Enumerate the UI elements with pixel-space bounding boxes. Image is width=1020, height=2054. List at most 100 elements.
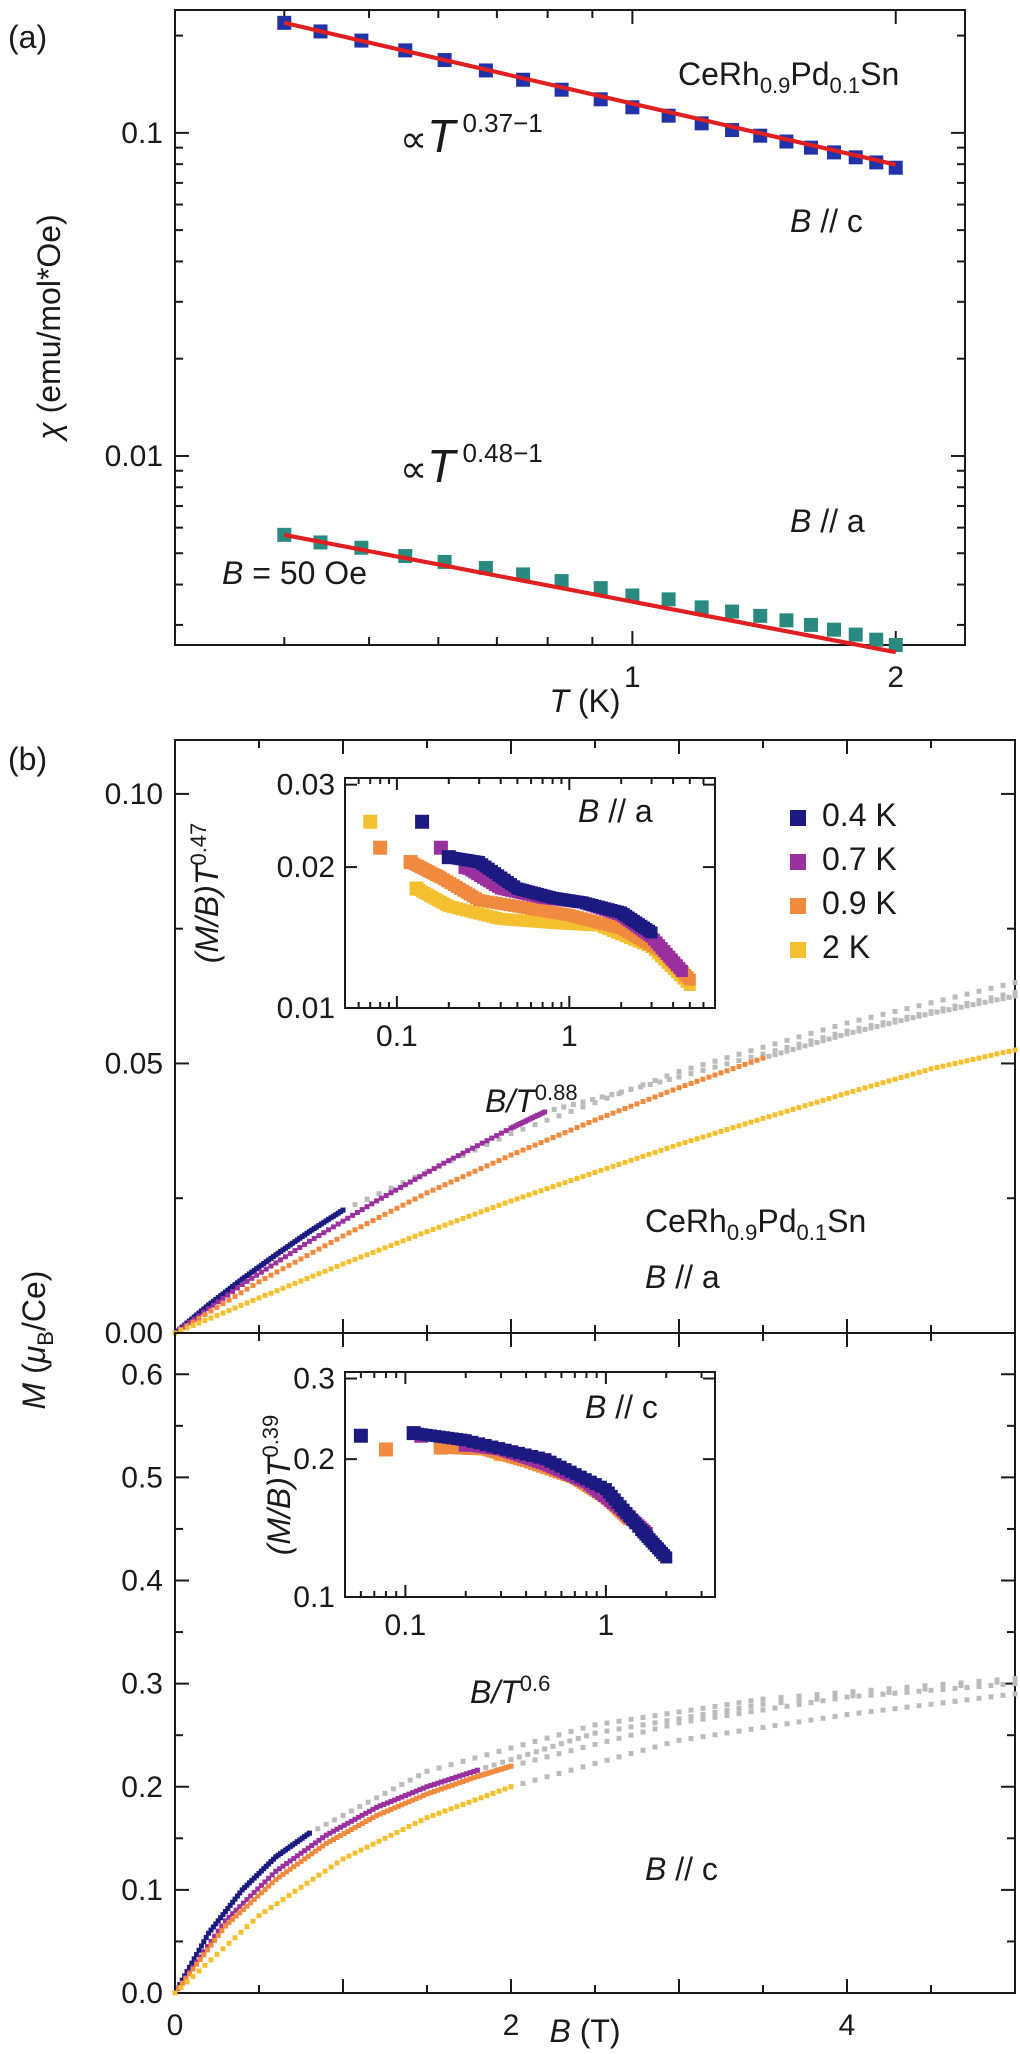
data-point	[700, 1067, 706, 1073]
panel-b-ylabel: M (μB/Ce)	[16, 1271, 58, 1410]
data-point	[994, 1051, 1000, 1057]
data-point	[364, 1196, 370, 1202]
data-point	[922, 1012, 928, 1018]
data-point	[700, 1076, 706, 1082]
data-point	[886, 1686, 892, 1692]
data-point	[269, 1880, 275, 1886]
data-point	[660, 1551, 673, 1564]
data-point	[568, 1767, 574, 1773]
data-point	[760, 1724, 766, 1730]
data-point	[778, 1695, 784, 1701]
data-point	[474, 1767, 480, 1773]
data-point	[472, 1797, 478, 1803]
data-point	[179, 1977, 185, 1983]
data-point	[712, 1710, 718, 1715]
data-point	[226, 1940, 232, 1946]
panel-b-dir-c: B // c	[645, 1851, 718, 1887]
data-point	[598, 1167, 604, 1173]
data-point	[357, 1804, 363, 1810]
data-point	[269, 1872, 275, 1878]
data-point	[478, 1209, 484, 1215]
y-tick-label: 0.10	[105, 778, 163, 811]
data-point	[634, 1101, 640, 1107]
data-point	[868, 1687, 874, 1693]
x-tick-label: 1	[561, 1020, 578, 1053]
data-point	[431, 1166, 437, 1172]
data-point	[292, 1248, 298, 1254]
data-point	[640, 1722, 646, 1728]
legend-label: 0.4 K	[822, 797, 897, 833]
data-point	[796, 1045, 802, 1051]
data-point	[964, 1697, 970, 1703]
data-point	[350, 1212, 356, 1218]
data-point	[381, 1810, 387, 1816]
data-point	[424, 1229, 430, 1235]
data-point	[449, 1782, 455, 1788]
data-point	[796, 1698, 802, 1704]
y-tick-label: 0.02	[277, 851, 335, 884]
data-point	[820, 1027, 826, 1033]
data-point	[431, 1788, 437, 1794]
data-point	[210, 1924, 216, 1930]
data-point	[358, 1847, 364, 1853]
data-point	[976, 1678, 982, 1684]
data-point	[310, 1273, 316, 1279]
data-point	[420, 1785, 426, 1791]
data-point	[820, 1715, 826, 1721]
data-point	[412, 1176, 418, 1182]
data-point	[465, 1148, 471, 1154]
data-point	[898, 1075, 904, 1081]
data-point	[250, 1282, 256, 1288]
data-point	[976, 1683, 982, 1689]
data-point	[448, 1220, 454, 1226]
data-point	[964, 1003, 970, 1009]
data-point	[880, 1707, 886, 1713]
data-point	[370, 1815, 376, 1821]
data-point	[294, 1853, 300, 1859]
data-point	[478, 1166, 484, 1172]
data-point	[454, 1804, 460, 1810]
data-point	[442, 1785, 448, 1791]
data-point	[784, 1037, 790, 1043]
data-point	[334, 1835, 340, 1841]
data-point	[352, 1850, 358, 1856]
data-point	[378, 1442, 393, 1457]
panel-b-top-ticks: 0.00 0.05 0.10	[105, 740, 1016, 1350]
data-point	[258, 1890, 264, 1896]
data-point	[250, 1297, 256, 1303]
data-point	[407, 1179, 413, 1185]
data-point	[592, 1100, 598, 1106]
data-point	[706, 1074, 712, 1080]
data-point	[412, 1233, 418, 1239]
data-point	[340, 1233, 346, 1239]
data-point	[302, 1856, 308, 1862]
data-point	[338, 1824, 344, 1830]
data-point	[208, 1315, 214, 1321]
data-point	[483, 1765, 489, 1771]
data-point	[994, 1679, 1000, 1685]
data-point	[928, 1687, 934, 1693]
data-point	[374, 1813, 380, 1819]
data-point	[520, 1126, 526, 1132]
data-point	[460, 1150, 466, 1156]
data-point	[256, 1279, 262, 1285]
data-point	[508, 1745, 514, 1751]
data-point	[988, 1052, 994, 1058]
data-point	[508, 1763, 514, 1769]
data-point	[580, 1725, 586, 1731]
data-point	[862, 1026, 868, 1032]
data-point	[544, 1754, 550, 1760]
data-point	[832, 1690, 838, 1696]
data-point	[784, 1044, 790, 1050]
data-point	[988, 1694, 994, 1700]
data-point	[322, 1268, 328, 1274]
data-point	[230, 1899, 236, 1905]
data-point	[370, 1806, 376, 1812]
data-point	[532, 1190, 538, 1196]
data-point	[592, 1117, 598, 1123]
data-point	[464, 1777, 470, 1783]
data-point	[292, 1259, 298, 1265]
data-point	[258, 1269, 264, 1275]
data-point	[940, 1681, 946, 1687]
data-point	[340, 1812, 346, 1818]
